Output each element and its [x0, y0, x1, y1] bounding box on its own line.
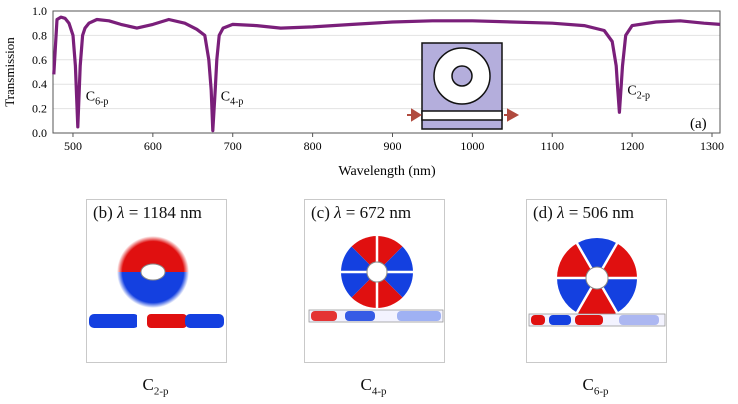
waveguide	[421, 110, 503, 121]
x-tick-label: 700	[224, 139, 242, 153]
transmission-spectrum-chart: 500 600 700 800 900 1000 1100 1200 1300 0.00.20.…	[2, 4, 724, 179]
mode-field-c6	[527, 200, 666, 362]
y-tick-label: 0.2	[32, 102, 47, 116]
ring-inner	[451, 65, 473, 87]
output-arrow	[504, 108, 520, 122]
resonance-label: C6-p	[86, 89, 109, 107]
plot-frame	[52, 10, 721, 134]
y-tick-label: 0.8	[32, 28, 47, 42]
y-tick-label: 1.0	[32, 4, 47, 18]
mode-panel-c: (c) λ = 672 nm	[304, 199, 445, 363]
y-tick-label: 0.4	[32, 77, 47, 91]
mode-panel-b: (b) λ = 1184 nm	[86, 199, 227, 363]
x-tick-label: 900	[383, 139, 401, 153]
x-tick-label: 1100	[540, 139, 564, 153]
x-tick-label: 600	[144, 139, 162, 153]
panel-tag-a: (a)	[690, 116, 707, 132]
x-axis-label: Wavelength (nm)	[338, 164, 436, 179]
x-tick-label: 800	[304, 139, 322, 153]
y-axis-ticks: 0.0 0.2 0.4 0.6 0.8 1.0	[32, 4, 47, 140]
mode-field-c2	[87, 200, 226, 362]
x-tick-label: 1300	[700, 139, 724, 153]
y-tick-label: 0.0	[32, 126, 47, 140]
mode-panel-d: (d) λ = 506 nm	[526, 199, 667, 363]
resonance-labels: C6-p C4-p C2-p	[86, 83, 650, 107]
mode-caption-d: C6-p	[582, 375, 609, 398]
mode-caption-c: C4-p	[360, 375, 387, 398]
x-tick-label: 1000	[460, 139, 484, 153]
x-tick-label: 1200	[620, 139, 644, 153]
input-arrow	[407, 108, 422, 122]
x-axis-ticks: 500 600 700 800 900 1000 1100 1200 1300	[64, 133, 724, 153]
ring-waveguide-schematic	[407, 42, 520, 130]
y-tick-label: 0.6	[32, 53, 47, 67]
transmission-line	[52, 15, 721, 133]
y-axis-label: Transmission	[2, 37, 17, 107]
resonance-label: C2-p	[627, 83, 650, 101]
panel-label-d: (d) λ = 506 nm	[533, 203, 635, 222]
resonance-label: C4-p	[221, 89, 244, 107]
x-tick-label: 500	[64, 139, 82, 153]
mode-field-c4	[305, 200, 444, 362]
panel-label-c: (c) λ = 672 nm	[311, 203, 412, 222]
panel-label-b: (b) λ = 1184 nm	[93, 203, 202, 222]
mode-caption-b: C2-p	[142, 375, 169, 398]
